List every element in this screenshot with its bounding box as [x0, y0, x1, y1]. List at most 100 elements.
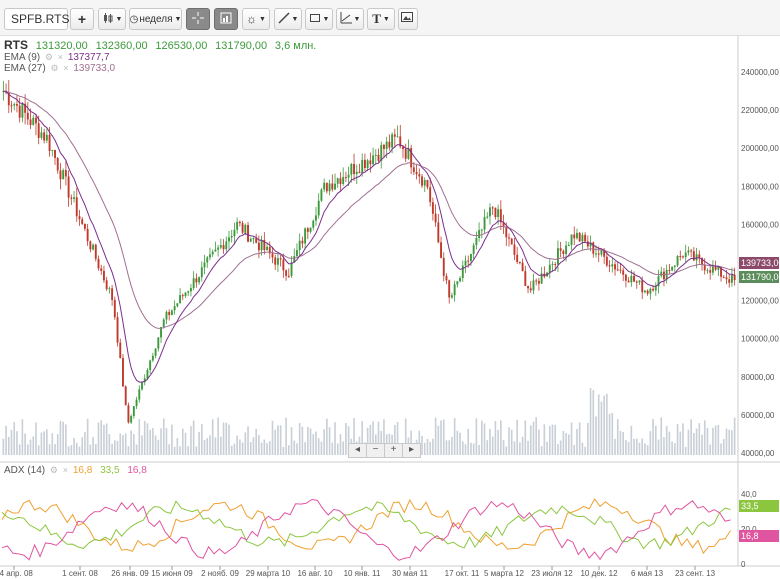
- volume-bar: [336, 443, 339, 455]
- volume-bar: [464, 444, 467, 455]
- volume-bar: [274, 429, 277, 455]
- volume-bar: [684, 446, 687, 455]
- close-icon[interactable]: ×: [62, 465, 69, 475]
- candle-body: [423, 180, 426, 186]
- candle-body: [559, 248, 562, 251]
- settings-icon[interactable]: ⚙: [50, 63, 59, 73]
- settings-icon[interactable]: ⚙: [49, 465, 58, 475]
- zoom-out-button[interactable]: −: [366, 443, 385, 458]
- axis-draw-button[interactable]: ▼: [336, 8, 364, 30]
- volume-bar: [491, 436, 494, 455]
- volume-bar: [437, 425, 440, 455]
- text-tool-button[interactable]: T ▼: [367, 8, 395, 30]
- volume-bar: [698, 423, 701, 455]
- crosshair-button[interactable]: [186, 8, 210, 30]
- y-tick-label: 100000,00: [741, 335, 779, 344]
- volume-bar: [86, 418, 89, 455]
- volume-bar: [18, 444, 21, 455]
- price-chart[interactable]: 240000,00 220000,00 200000,00 180000,00 1600…: [0, 36, 780, 579]
- candle-body: [521, 262, 524, 272]
- volume-bar: [731, 430, 733, 455]
- candle-body: [415, 171, 418, 175]
- volume-bar: [146, 423, 149, 455]
- candle-body: [643, 290, 646, 293]
- shape-draw-button[interactable]: ▼: [305, 8, 333, 30]
- indicators-button[interactable]: ☼ ▼: [242, 8, 270, 30]
- volume-bar: [135, 444, 138, 455]
- settings-icon[interactable]: ⚙: [44, 52, 53, 62]
- volume-icon: [220, 12, 232, 27]
- candle-body: [657, 276, 660, 287]
- candle-body: [119, 342, 122, 359]
- candle-body: [317, 200, 320, 216]
- volume-bar: [13, 422, 16, 455]
- volume-bar: [192, 420, 195, 455]
- scroll-left-button[interactable]: ◂: [348, 443, 367, 458]
- volume-bar: [27, 444, 29, 455]
- symbol-input[interactable]: SPFB.RTS: [4, 8, 69, 30]
- volume-bar: [211, 419, 214, 455]
- volume-bar: [521, 436, 524, 455]
- candle-body: [695, 254, 698, 261]
- candle-body: [282, 259, 285, 271]
- candle-body: [668, 269, 671, 271]
- candle-body: [132, 406, 135, 417]
- candle-body: [456, 281, 459, 285]
- volume-bar: [56, 434, 59, 455]
- line-draw-button[interactable]: ▼: [274, 8, 302, 30]
- candle-body: [355, 171, 358, 175]
- volume-bar: [198, 431, 200, 455]
- chart-type-button[interactable]: ▼: [98, 8, 126, 30]
- symbol-title: RTS: [4, 38, 28, 52]
- candle-body: [187, 291, 190, 293]
- volume-bar: [320, 441, 323, 455]
- volume-bar: [263, 439, 266, 455]
- close-icon[interactable]: ×: [57, 52, 64, 62]
- candle-body: [720, 266, 722, 277]
- candle-body: [279, 258, 282, 260]
- volume-bar: [307, 426, 309, 455]
- candle-body: [336, 178, 339, 184]
- volume-bar: [347, 426, 350, 455]
- close-icon[interactable]: ×: [63, 63, 69, 73]
- volume-bar: [62, 421, 64, 455]
- volume-bar: [171, 424, 173, 455]
- candle-body: [654, 286, 657, 291]
- volume-bar: [625, 439, 627, 455]
- volume-toggle-button[interactable]: [214, 8, 238, 30]
- candle-body: [320, 189, 323, 201]
- export-menu-button[interactable]: [414, 8, 418, 30]
- candle-body: [266, 246, 269, 251]
- candle-body: [328, 183, 331, 192]
- volume-bar: [323, 429, 325, 455]
- x-tick-label: 1 сент. 08: [62, 569, 98, 578]
- candle-body: [342, 177, 345, 185]
- add-symbol-button[interactable]: +: [70, 8, 94, 30]
- candle-body: [676, 255, 679, 266]
- volume-bar: [695, 428, 698, 455]
- ema9-line: [3, 90, 735, 383]
- candle-body: [143, 378, 146, 383]
- volume-bar: [296, 443, 298, 455]
- zoom-in-button[interactable]: +: [384, 443, 403, 458]
- candle-body: [151, 355, 154, 361]
- candle-body: [78, 216, 81, 220]
- candle-body: [567, 244, 570, 246]
- candle-body: [214, 249, 217, 252]
- candle-body: [499, 209, 502, 223]
- volume-bar: [486, 440, 489, 455]
- volume-bar: [89, 444, 92, 455]
- candle-body: [130, 416, 133, 423]
- volume-bar: [181, 428, 184, 455]
- volume-bar: [654, 425, 657, 455]
- candle-body: [274, 257, 277, 265]
- candle-body: [638, 280, 641, 283]
- candle-body: [508, 237, 510, 239]
- candle-body: [16, 104, 18, 106]
- scroll-right-button[interactable]: ▸: [402, 443, 421, 458]
- period-select[interactable]: ◷ неделя ▼: [129, 8, 182, 30]
- candle-body: [192, 278, 195, 289]
- volume-bar: [453, 418, 456, 455]
- volume-bar: [543, 424, 546, 455]
- volume-bar: [331, 442, 334, 455]
